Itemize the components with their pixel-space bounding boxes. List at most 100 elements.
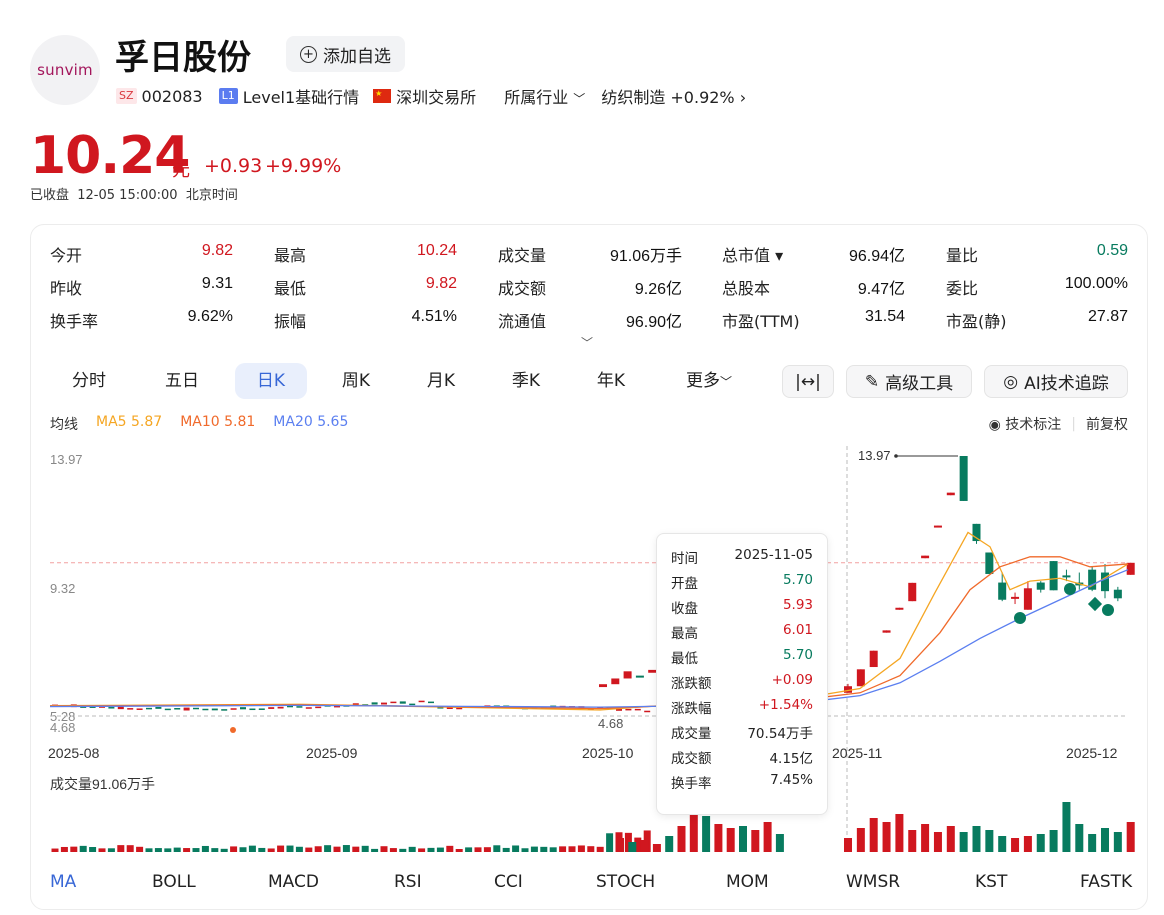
tab-five-day[interactable]: 五日 xyxy=(165,371,199,391)
stock-meta-row: SZ 002083 L1 Level1基础行情 深圳交易所 所属行业 ﹀ 纺织制… xyxy=(116,84,746,108)
tab-quarterly-k[interactable]: 季K xyxy=(511,371,541,391)
candle xyxy=(230,708,237,710)
tooltip-label: 最低 xyxy=(671,651,698,667)
volume-bar xyxy=(295,846,303,852)
quote-label: 最高 xyxy=(274,246,307,265)
ai-tracking-button[interactable]: ◎ AI技术追踪 xyxy=(984,365,1128,398)
volume-bar xyxy=(352,846,360,852)
candle xyxy=(193,707,199,710)
volume-bar xyxy=(333,846,341,852)
volume-bar xyxy=(502,847,510,852)
tab-yearly-k[interactable]: 年K xyxy=(596,371,626,391)
volume-bar xyxy=(616,838,624,852)
volume-bar xyxy=(775,834,784,852)
quote-value: 96.90亿 xyxy=(625,314,682,331)
y-axis-tick-label: 9.32 xyxy=(50,581,75,596)
exchange-name[interactable]: 深圳交易所 xyxy=(396,88,477,107)
candle xyxy=(80,706,87,708)
indicator-tab-cci[interactable]: CCI xyxy=(494,872,523,892)
industry-dropdown[interactable]: 所属行业 ﹀ xyxy=(504,84,585,108)
indicator-tab-mom[interactable]: MOM xyxy=(726,872,769,892)
candle xyxy=(155,706,162,709)
tab-more[interactable]: 更多﹀ xyxy=(668,363,750,399)
quote-label: 换手率 xyxy=(50,312,99,331)
volume-bar xyxy=(408,846,416,852)
tooltip-row: 最高 6.01 xyxy=(671,622,813,647)
tab-minute[interactable]: 分时 xyxy=(72,371,106,391)
candle xyxy=(1113,589,1122,599)
annotation-toggle[interactable]: ◉ 技术标注 xyxy=(989,414,1062,434)
volume-bar xyxy=(665,836,674,852)
candle xyxy=(946,492,955,496)
industry-link[interactable]: 纺织制造 +0.92% › xyxy=(601,84,746,108)
tooltip-label: 最高 xyxy=(671,626,698,642)
candle xyxy=(381,702,387,705)
candle xyxy=(985,552,994,574)
quote-value: 9.82 xyxy=(201,242,233,259)
tab-daily-k[interactable]: 日K xyxy=(235,363,307,399)
volume-bar xyxy=(549,847,557,852)
quote-label: 市盈(静) xyxy=(946,312,1007,331)
indicator-tab-ma[interactable]: MA xyxy=(50,872,77,892)
candle xyxy=(1062,575,1071,578)
volume-bar xyxy=(98,848,106,852)
level-label[interactable]: Level1基础行情 xyxy=(242,88,360,107)
price-adjust-toggle[interactable]: 前复权 xyxy=(1086,417,1128,433)
volume-bar xyxy=(117,845,125,852)
volume-bar xyxy=(844,838,852,852)
candle xyxy=(183,707,190,711)
volume-bar xyxy=(1113,832,1122,852)
volume-bar xyxy=(1036,834,1045,852)
volume-bar xyxy=(399,848,407,852)
volume-bar xyxy=(305,847,313,852)
chart-options: ◉ 技术标注 | 前复权 xyxy=(989,414,1128,434)
volume-bar xyxy=(1088,834,1097,852)
volume-bar xyxy=(314,846,322,852)
candle xyxy=(623,671,632,679)
tooltip-label: 涨跌幅 xyxy=(671,701,712,717)
candle xyxy=(202,708,209,711)
tab-monthly-k[interactable]: 月K xyxy=(426,371,456,391)
indicator-tab-macd[interactable]: MACD xyxy=(268,872,319,892)
tooltip-row: 成交量 70.54万手 xyxy=(671,722,813,747)
tooltip-label: 时间 xyxy=(671,551,698,567)
volume-bar xyxy=(559,846,567,852)
volume-bar xyxy=(267,848,275,852)
volume-bar xyxy=(493,845,501,852)
tooltip-row: 时间 2025-11-05 xyxy=(671,547,813,572)
indicator-tab-wmsr[interactable]: WMSR xyxy=(846,872,901,892)
candle xyxy=(428,701,434,704)
ma10-line xyxy=(49,556,1129,710)
volume-bar xyxy=(89,847,97,852)
quote-value: 10.24 xyxy=(416,242,457,259)
tooltip-value: 4.15亿 xyxy=(769,751,813,767)
candle xyxy=(895,607,904,610)
candle xyxy=(456,707,463,710)
tooltip-label: 收盘 xyxy=(671,601,698,617)
exchange-tag: SZ xyxy=(116,88,137,104)
volume-bar xyxy=(739,826,747,852)
expand-chevron-icon[interactable]: ﹀ xyxy=(581,336,594,350)
stock-code: 002083 xyxy=(141,86,203,106)
candle xyxy=(597,707,604,709)
quote-value: 9.31 xyxy=(201,275,233,292)
indicator-tab-fastk[interactable]: FASTK xyxy=(1080,872,1133,892)
ma-legend: 均线 MA5 5.87 MA10 5.81 MA20 5.65 xyxy=(50,414,348,434)
candle xyxy=(611,678,620,685)
volume-bar xyxy=(220,848,228,852)
candle xyxy=(164,708,171,711)
add-watchlist-button[interactable]: + 添加自选 xyxy=(286,36,405,72)
indicator-tab-stoch[interactable]: STOCH xyxy=(596,872,656,892)
tab-weekly-k[interactable]: 周K xyxy=(341,371,371,391)
industry-value: 纺织制造 +0.92% xyxy=(601,88,735,107)
advanced-tools-button[interactable]: ✎ 高级工具 xyxy=(846,365,972,398)
indicator-tab-boll[interactable]: BOLL xyxy=(152,872,196,892)
candle xyxy=(437,707,444,709)
volume-bar xyxy=(1101,828,1109,852)
advanced-tools-label: 高级工具 xyxy=(885,374,954,394)
fit-width-button[interactable]: |↔| xyxy=(782,365,834,398)
tooltip-value: 5.70 xyxy=(782,647,813,663)
indicator-tab-kst[interactable]: KST xyxy=(975,872,1008,892)
indicator-tab-rsi[interactable]: RSI xyxy=(394,872,422,892)
